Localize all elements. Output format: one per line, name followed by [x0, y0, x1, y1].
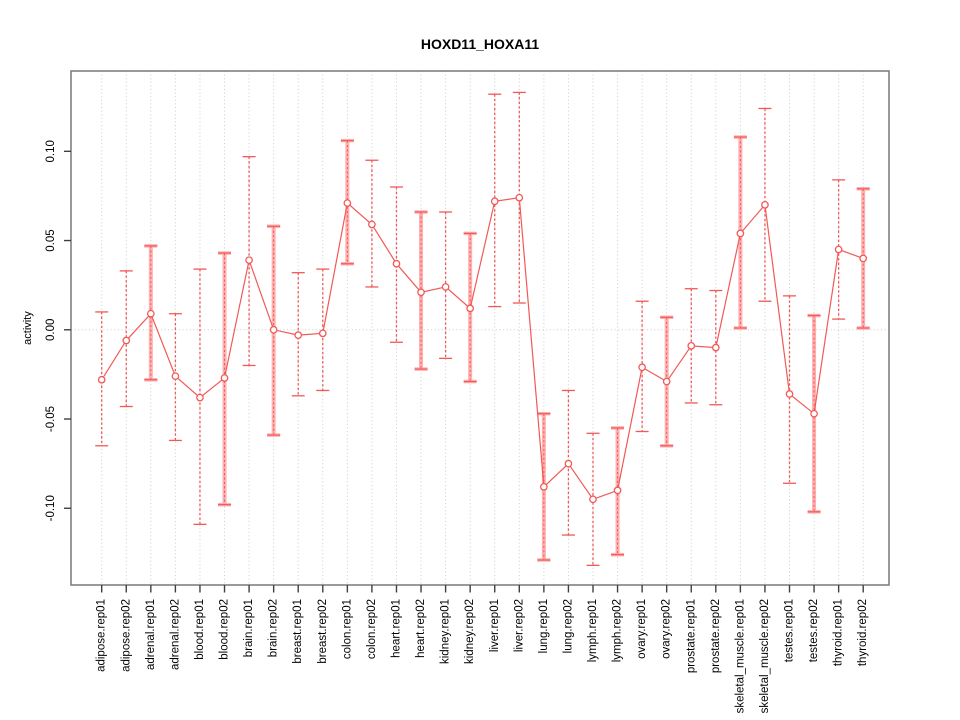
error-bar — [365, 159, 379, 288]
data-point — [318, 329, 327, 338]
data-point — [392, 259, 401, 268]
y-tick-label: 0.10 — [45, 140, 57, 162]
data-point — [441, 283, 450, 291]
error-bar — [758, 107, 772, 302]
x-tick-label: testes.rep01 — [784, 599, 796, 662]
data-point — [687, 341, 696, 350]
y-tick-label: 0.00 — [45, 319, 57, 341]
y-axis-label: activity — [22, 311, 34, 345]
data-point — [859, 254, 868, 263]
x-tick-label: liver.rep01 — [489, 599, 501, 652]
data-point — [146, 309, 155, 318]
x-tick-label: colon.rep01 — [341, 599, 353, 659]
data-point — [613, 486, 622, 495]
y-tick-label: 0.05 — [45, 229, 57, 251]
error-bar — [389, 186, 403, 343]
data-point — [466, 304, 475, 313]
data-point — [736, 229, 745, 238]
x-tick-label: breast.rep01 — [292, 599, 304, 664]
error-bar — [512, 91, 526, 304]
data-point — [711, 343, 720, 352]
gridlines — [101, 71, 864, 585]
series-line — [101, 197, 864, 501]
error-bars — [95, 91, 870, 567]
x-tick-label: skeletal_muscle.rep01 — [734, 599, 746, 713]
data-point — [785, 390, 794, 398]
chart-title: HOXD11_HOXA11 — [420, 36, 540, 52]
data-point — [171, 372, 180, 381]
x-tick-label: breast.rep02 — [317, 599, 329, 664]
data-point — [245, 256, 253, 265]
x-tick-label: adipose.rep02 — [120, 599, 132, 672]
y-tick-label: -0.05 — [45, 406, 57, 432]
x-tick-label: liver.rep02 — [513, 599, 525, 652]
error-bar — [95, 311, 109, 447]
data-point — [810, 409, 818, 418]
x-tick-label: prostate.rep02 — [710, 599, 722, 673]
data-point — [490, 197, 499, 206]
error-bar — [242, 156, 256, 367]
x-tick-label: brain.rep02 — [268, 599, 280, 657]
x-tick-label: lymph.rep01 — [587, 599, 599, 662]
x-tick-label: thyroid.rep02 — [857, 599, 869, 666]
data-point — [294, 331, 303, 339]
x-tick-label: adipose.rep01 — [96, 599, 108, 672]
data-point — [589, 495, 597, 504]
data-point — [196, 393, 204, 402]
x-tick-label: skeletal_muscle.rep02 — [759, 599, 771, 713]
data-point — [417, 288, 425, 297]
x-axis: adipose.rep01 adipose.rep02 adrenal.rep01 a… — [96, 585, 869, 713]
data-points — [97, 193, 868, 504]
x-tick-label: lymph.rep02 — [612, 599, 624, 662]
data-point — [343, 199, 352, 207]
x-tick-label: blood.rep02 — [219, 599, 231, 660]
plot-frame — [70, 70, 890, 586]
x-tick-label: thyroid.rep01 — [833, 599, 845, 666]
x-tick-label: heart.rep02 — [415, 599, 427, 658]
data-point — [220, 374, 229, 382]
x-tick-label: kidney.rep01 — [440, 599, 452, 664]
data-point — [122, 336, 131, 345]
x-tick-label: blood.rep01 — [194, 599, 206, 660]
data-point — [368, 220, 376, 229]
x-tick-label: adrenal.rep02 — [169, 599, 181, 670]
x-tick-label: brain.rep01 — [243, 599, 255, 657]
data-point — [662, 377, 671, 386]
x-tick-label: lung.rep02 — [562, 599, 574, 653]
y-tick-label: -0.10 — [45, 495, 57, 521]
x-tick-label: adrenal.rep01 — [145, 599, 157, 670]
x-tick-label: lung.rep01 — [538, 599, 550, 653]
x-tick-label: testes.rep02 — [808, 599, 820, 662]
data-point — [638, 363, 646, 372]
data-point — [564, 459, 573, 468]
error-bar — [119, 270, 133, 408]
data-point — [834, 245, 843, 254]
error-bar — [439, 211, 453, 359]
x-tick-label: colon.rep02 — [366, 599, 378, 659]
error-bar — [193, 268, 207, 525]
y-axis: 0.10 0.05 0.00 -0.05 -0.10 activity — [22, 140, 71, 521]
error-bar — [168, 313, 182, 442]
data-point — [540, 482, 548, 491]
x-tick-label: ovary.rep01 — [636, 599, 648, 659]
x-tick-label: heart.rep01 — [391, 599, 403, 658]
x-tick-label: prostate.rep01 — [685, 599, 697, 673]
data-point — [761, 201, 769, 209]
x-tick-label: ovary.rep02 — [661, 599, 673, 659]
error-bar — [561, 389, 575, 536]
data-point — [97, 375, 106, 384]
data-point — [515, 193, 524, 202]
x-tick-label: kidney.rep02 — [464, 599, 476, 664]
data-point — [269, 325, 278, 334]
